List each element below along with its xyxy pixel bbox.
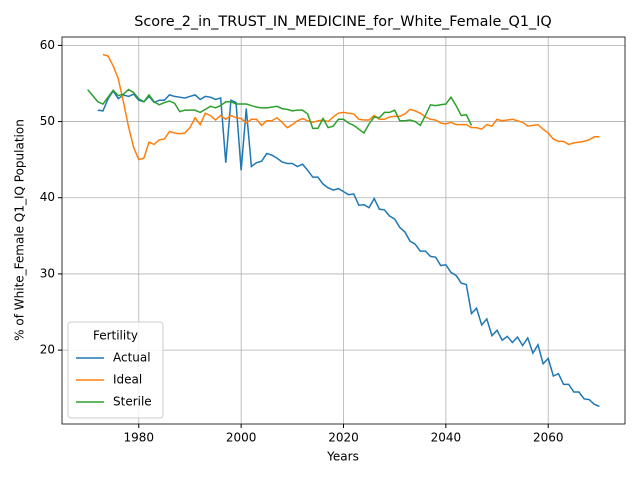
- legend-label: Ideal: [113, 373, 142, 387]
- line-series: [97, 89, 600, 408]
- axes-frame: [61, 36, 626, 425]
- legend-box: [67, 321, 164, 419]
- legend-label: Sterile: [113, 395, 152, 409]
- legend-label: Actual: [113, 351, 151, 365]
- y-tick-label: 40: [40, 190, 55, 204]
- x-tick-label: 2000: [226, 431, 257, 445]
- x-tick-label: 2020: [328, 431, 359, 445]
- y-tick-label: 20: [40, 343, 55, 357]
- y-axis-label: % of White_Female Q1_IQ Population: [13, 119, 27, 341]
- y-tick-label: 50: [40, 114, 55, 128]
- x-tick-label: 2060: [533, 431, 564, 445]
- x-tick-label: 1980: [123, 431, 154, 445]
- legend: Fertility Actual Ideal Sterile: [67, 321, 164, 419]
- chart-title: Score_2_in_TRUST_IN_MEDICINE_for_White_F…: [134, 14, 552, 30]
- x-axis-label: Years: [326, 450, 359, 464]
- x-tick-label: 2040: [431, 431, 462, 445]
- y-tick-label: 30: [40, 266, 55, 280]
- line-series: [87, 88, 473, 135]
- y-tick-label: 60: [40, 38, 55, 52]
- line-series: [102, 53, 600, 161]
- legend-title: Fertility: [93, 329, 138, 343]
